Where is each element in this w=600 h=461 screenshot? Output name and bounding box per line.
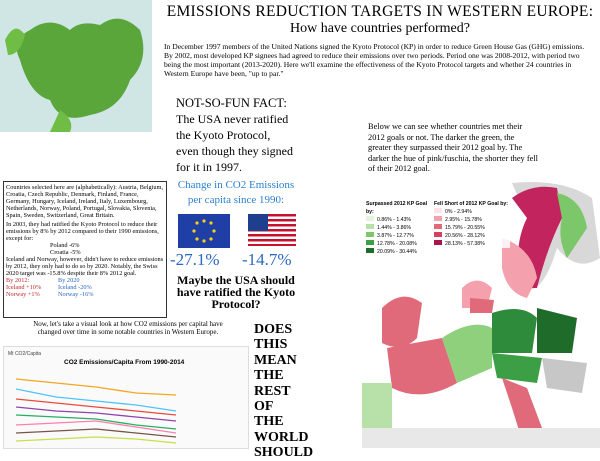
legend-label: 20.56% - 28.12% [445,233,485,239]
closing-word: DOES [254,322,293,337]
legend-item: 3.87% - 12.77% [366,232,432,240]
line-chart-image: Mt CO2/Capita CO2 Emissions/Capita From … [3,346,249,449]
closing-word: THE [254,414,284,430]
eu-flag [178,214,230,248]
map-intro: Below we can see whether countries met t… [368,122,538,173]
table-cell: Iceland +10% [6,284,42,291]
legend-item: 1.44% - 3.86% [366,224,432,232]
closing-words: DOES THIS MEAN THE REST OF THE WORLD SHOULD [254,322,324,461]
legend-item: 2.95% - 15.78% [434,216,510,224]
eu-value: -27.1% [170,250,220,269]
closing-word: WORLD [254,429,309,445]
legend-item: 12.78% - 20.08% [366,240,432,248]
legend-item: 20.09% - 30.44% [366,248,432,256]
legend-label: 0% - 2.94% [445,209,472,215]
subtitle: How have countries performed? [290,21,470,36]
chart-intro: Now, let's take a visual look at how CO2… [33,320,223,336]
legend-label: 0.86% - 1.43% [377,217,412,223]
legend-item: 28.13% - 57.38% [434,240,510,248]
closing-word: THE [254,368,284,384]
legend-label: 1.44% - 3.86% [377,225,412,231]
target-table: By 2012: By 2020 Iceland +10% Iceland -2… [6,277,164,298]
legend-surpassed: Surpassed 2012 KP Goal by: 0.86% - 1.43%… [366,200,432,256]
note: Iceland and Norway, however, didn't have… [6,256,164,277]
selected: Countries selected here are (alphabetica… [6,184,164,219]
legend-item: 15.79% - 20.55% [434,224,510,232]
legend-label: 12.78% - 20.08% [377,241,417,247]
table-cell: Iceland -20% [58,284,92,291]
us-value: -14.7% [242,250,292,269]
closing-word: OF [254,399,274,415]
title: EMISSIONS REDUCTION TARGETS IN WESTERN E… [166,3,594,20]
closing-word: MEAN [254,352,297,368]
fact-text: The USA never ratified the Kyoto Protoco… [176,112,293,174]
chart-y-label: Mt CO2/Capita [8,351,42,357]
legend-label: 15.79% - 20.55% [445,225,485,231]
ratified: In 2003, they had ratified the Kyoto Pro… [6,221,159,242]
closing-word: THIS [254,337,288,353]
closing-word: REST [254,383,291,399]
legend-label: 28.13% - 57.38% [445,241,485,247]
table-cell: Norway +1% [6,291,40,298]
chart-lines [16,378,177,444]
legend-label: 3.87% - 12.77% [377,233,414,239]
fact-heading: NOT-SO-FUN FACT: [176,96,287,110]
legend-item: 0.86% - 1.43% [366,216,432,224]
legend-item: 20.56% - 28.12% [434,232,510,240]
table-header: By 2012: [6,277,30,284]
europe-illustration [0,0,152,132]
legend-title: Surpassed 2012 KP Goal by: [366,201,428,215]
exception: Croatia -5% [50,249,81,256]
countries-box: Countries selected here are (alphabetica… [3,181,167,318]
legend-label: 20.09% - 30.44% [377,249,417,255]
table-cell: Norway -16% [58,291,94,298]
legend-short: Fell Short of 2012 KP Goal by: 0% - 2.94… [434,200,510,248]
closing-word: SHOULD [254,445,314,461]
legend-item: 0% - 2.94% [434,208,510,216]
legend-title: Fell Short of 2012 KP Goal by: [434,201,508,207]
exception: Poland -6% [50,242,80,249]
intro: In December 1997 members of the United N… [164,42,585,78]
us-flag [248,214,296,246]
question: Maybe the USA should have ratified the K… [176,273,296,311]
chart-title: CO2 Emissions/Capita From 1990-2014 [64,359,185,366]
change-heading: Change in CO2 Emissions per capita since… [177,179,295,206]
legend-label: 2.95% - 15.78% [445,217,482,223]
table-header: By 2020 [58,277,80,284]
